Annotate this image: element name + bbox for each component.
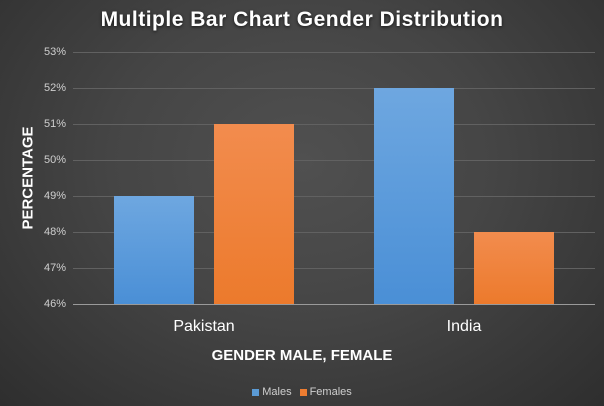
- y-tick-label: 53%: [43, 46, 66, 58]
- legend: Males Females: [0, 386, 604, 398]
- legend-label-males: Males: [262, 386, 292, 398]
- y-tick-label: 47%: [43, 262, 66, 274]
- gridline: [73, 88, 595, 89]
- y-tick-label: 50%: [43, 154, 66, 166]
- bar-india-males[interactable]: [374, 88, 454, 304]
- gridline: [73, 124, 595, 125]
- y-tick-label: 46%: [43, 298, 66, 310]
- y-axis-label: PERCENTAGE: [19, 126, 37, 230]
- bar-pakistan-females[interactable]: [214, 124, 294, 304]
- gridline: [73, 160, 595, 161]
- y-tick-label: 51%: [43, 118, 66, 130]
- gridline: [73, 268, 595, 269]
- category-label-india: India: [446, 318, 482, 335]
- gridline: [73, 232, 595, 233]
- x-axis-label: GENDER MALE, FEMALE: [211, 347, 393, 364]
- bar-india-females[interactable]: [474, 232, 554, 304]
- legend-item-females[interactable]: Females: [299, 386, 352, 398]
- y-tick-label: 52%: [43, 82, 66, 94]
- y-tick-label: 49%: [43, 190, 66, 202]
- chart-title: Multiple Bar Chart Gender Distribution: [100, 8, 504, 31]
- category-label-pakistan: Pakistan: [173, 318, 235, 335]
- x-axis-line: [73, 304, 595, 305]
- gridline: [73, 52, 595, 53]
- y-tick-label: 48%: [43, 226, 66, 238]
- legend-item-males[interactable]: Males: [252, 386, 292, 398]
- legend-swatch-males: [252, 388, 260, 396]
- legend-label-females: Females: [309, 386, 352, 398]
- legend-swatch-females: [299, 388, 307, 396]
- bar-pakistan-males[interactable]: [114, 196, 194, 304]
- gridline: [73, 196, 595, 197]
